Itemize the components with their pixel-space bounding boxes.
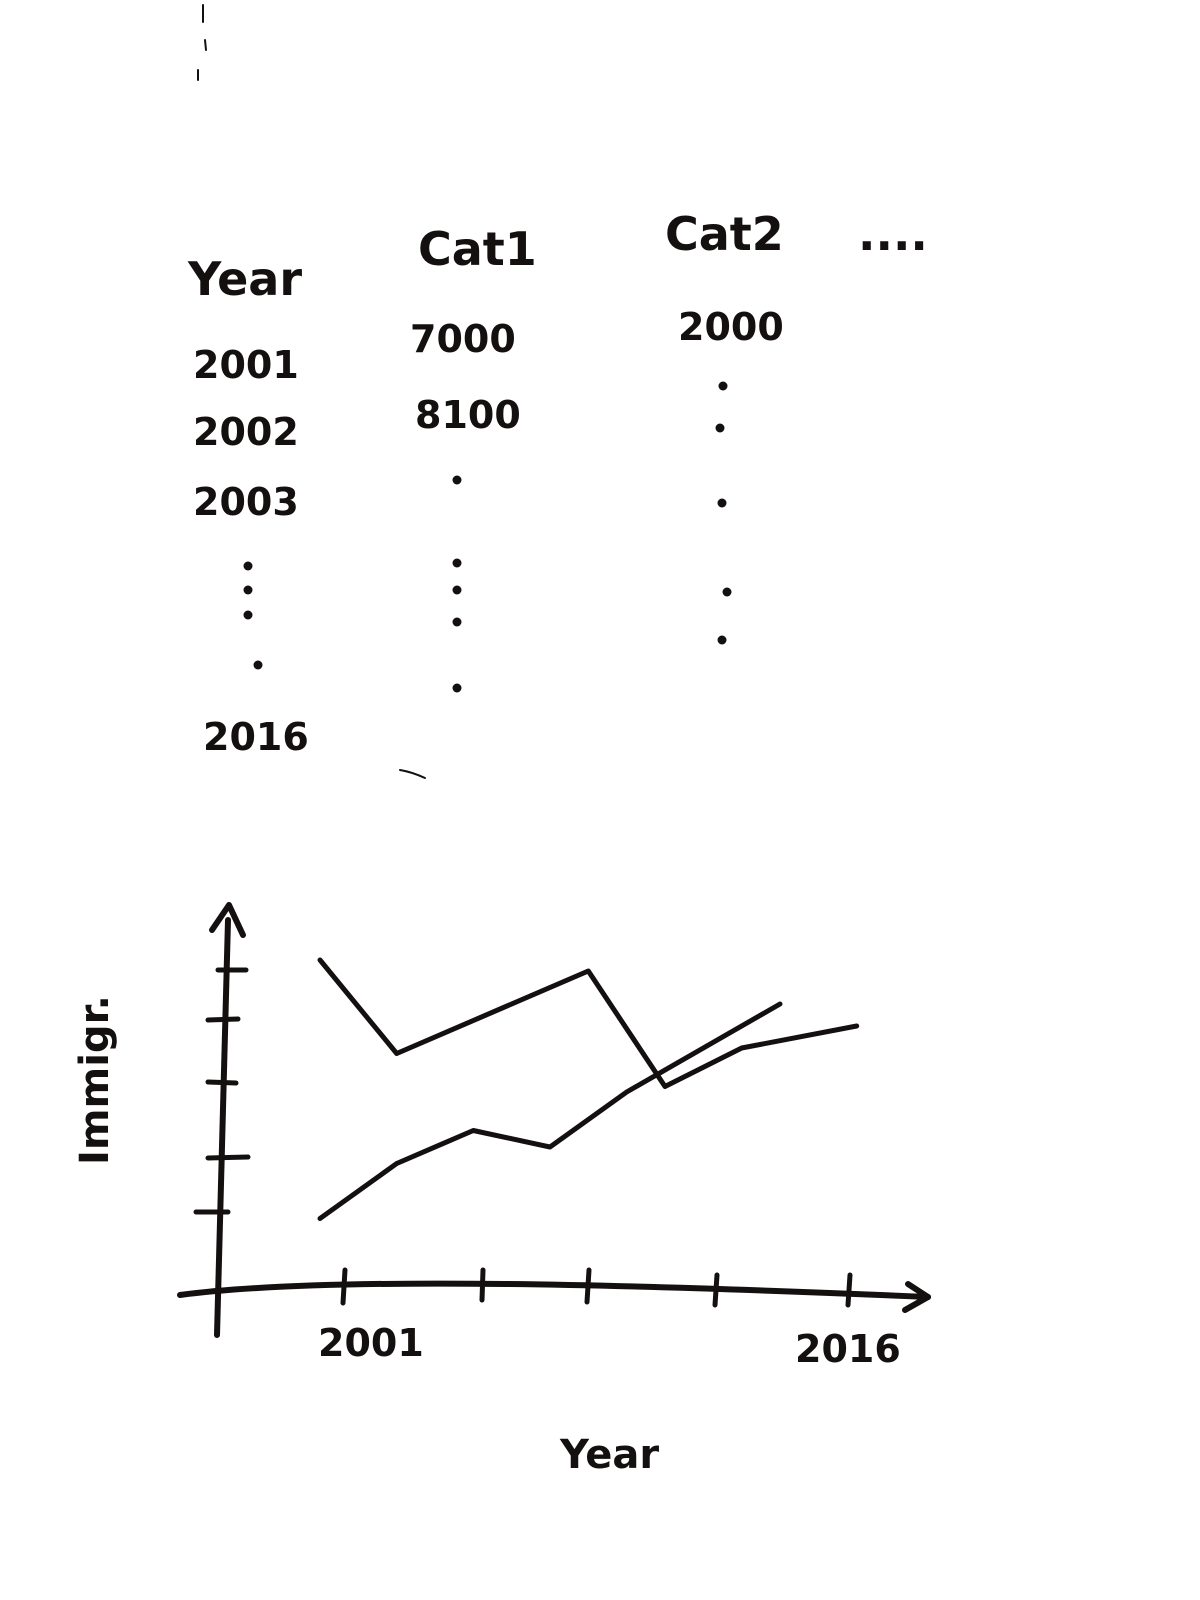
year-column-ellipsis: [243, 561, 263, 670]
table-more-columns: ....: [858, 207, 928, 261]
table-cell-year-2001: 2001: [193, 343, 299, 387]
line-chart: 2001 2016 Year Immigr.: [72, 902, 931, 1478]
table-header-cat2: Cat2: [665, 207, 784, 261]
table-cell-cat1-2001: 7000: [410, 317, 516, 361]
x-axis: [177, 1280, 931, 1313]
table-cell-year-2016: 2016: [203, 715, 309, 759]
x-tick-label-2001: 2001: [318, 1321, 424, 1365]
cat2-column-ellipsis: [715, 381, 732, 645]
table-cell-cat1-2002: 8100: [415, 393, 521, 437]
y-axis-ticks: [193, 967, 251, 1215]
series-line-2: [317, 1001, 783, 1221]
series-line-1: [317, 957, 860, 1089]
table-cell-year-2003: 2003: [193, 480, 299, 524]
table-cell-year-2002: 2002: [193, 410, 299, 454]
x-axis-label: Year: [559, 1432, 659, 1478]
cat1-column-ellipsis: [452, 475, 462, 693]
y-axis: [209, 902, 246, 1338]
series-layer: [317, 957, 860, 1221]
y-axis-label: Immigr.: [72, 995, 118, 1165]
table-header-year: Year: [187, 252, 302, 306]
data-table: Year Cat1 Cat2 .... 2001 7000 2000 2002 …: [187, 4, 928, 779]
table-cell-cat2-2001: 2000: [678, 305, 784, 349]
x-axis-ticks: [340, 1267, 853, 1308]
table-header-cat1: Cat1: [418, 222, 537, 276]
x-tick-label-2016: 2016: [795, 1327, 901, 1371]
